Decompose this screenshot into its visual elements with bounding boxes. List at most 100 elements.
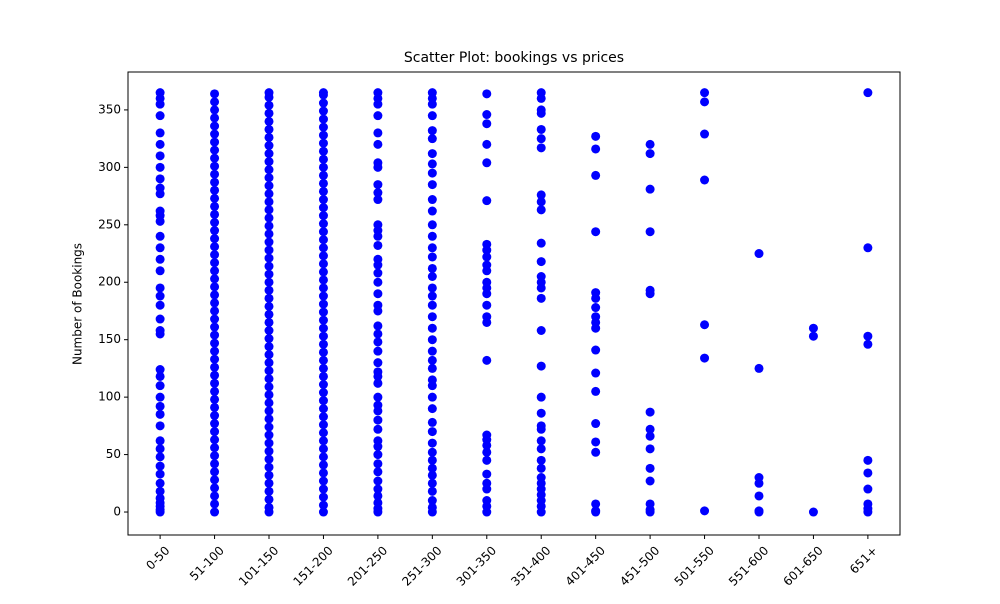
x-tick-label: 151-200 <box>290 543 335 588</box>
point <box>155 421 165 431</box>
point <box>210 282 220 292</box>
point <box>427 427 437 437</box>
point <box>318 251 328 261</box>
point <box>210 499 220 509</box>
point <box>645 476 655 486</box>
point <box>482 239 492 249</box>
point <box>318 170 328 180</box>
point <box>700 506 710 516</box>
point <box>700 175 710 185</box>
point <box>264 100 274 110</box>
point <box>645 184 655 194</box>
point <box>318 339 328 349</box>
point <box>645 463 655 473</box>
point <box>264 374 274 384</box>
point <box>155 469 165 479</box>
point <box>318 146 328 156</box>
point <box>591 345 601 355</box>
point <box>591 386 601 396</box>
point <box>210 209 220 219</box>
point <box>210 443 220 453</box>
point <box>427 243 437 253</box>
point <box>591 227 601 237</box>
point <box>264 269 274 279</box>
point <box>318 195 328 205</box>
point <box>427 168 437 178</box>
x-tick-label: 401-450 <box>563 543 608 588</box>
point <box>210 419 220 429</box>
point <box>318 388 328 398</box>
point <box>536 392 546 402</box>
point <box>863 88 873 98</box>
point <box>427 417 437 427</box>
point <box>318 428 328 438</box>
point <box>591 144 601 154</box>
point <box>210 411 220 421</box>
point <box>427 111 437 121</box>
point <box>155 206 165 216</box>
point <box>373 491 383 501</box>
point <box>264 414 274 424</box>
point <box>536 88 546 98</box>
y-tick-label: 200 <box>98 275 121 289</box>
point <box>318 323 328 333</box>
point <box>318 98 328 108</box>
point <box>155 300 165 310</box>
point <box>373 367 383 377</box>
point <box>318 476 328 486</box>
point <box>700 320 710 330</box>
point <box>264 309 274 319</box>
point <box>155 139 165 149</box>
point <box>427 252 437 262</box>
point <box>373 180 383 190</box>
point <box>210 145 220 155</box>
point <box>264 213 274 223</box>
point <box>536 190 546 200</box>
point <box>318 219 328 229</box>
point <box>264 157 274 167</box>
point <box>155 314 165 324</box>
point <box>536 134 546 144</box>
point <box>318 122 328 132</box>
point <box>264 301 274 311</box>
point <box>318 500 328 510</box>
point <box>155 151 165 161</box>
point <box>155 478 165 488</box>
point <box>645 227 655 237</box>
point <box>373 450 383 460</box>
point <box>318 492 328 502</box>
point <box>427 355 437 365</box>
point <box>536 444 546 454</box>
point <box>210 314 220 324</box>
point <box>373 111 383 121</box>
point <box>427 363 437 373</box>
point <box>155 371 165 381</box>
point <box>754 363 764 373</box>
point <box>427 159 437 169</box>
point <box>591 437 601 447</box>
point <box>591 368 601 378</box>
point <box>210 218 220 228</box>
point <box>536 421 546 431</box>
point <box>264 293 274 303</box>
point <box>264 245 274 255</box>
point <box>264 390 274 400</box>
point <box>482 312 492 322</box>
point <box>427 486 437 496</box>
point <box>210 234 220 244</box>
point <box>155 436 165 446</box>
point <box>264 88 274 98</box>
point <box>264 334 274 344</box>
point <box>155 392 165 402</box>
point <box>427 463 437 473</box>
point <box>210 185 220 195</box>
x-tick-label: 0-50 <box>143 543 172 572</box>
point <box>373 476 383 486</box>
point <box>427 272 437 282</box>
point <box>318 379 328 389</box>
point <box>155 325 165 335</box>
point <box>155 254 165 264</box>
point <box>318 227 328 237</box>
point <box>210 97 220 107</box>
